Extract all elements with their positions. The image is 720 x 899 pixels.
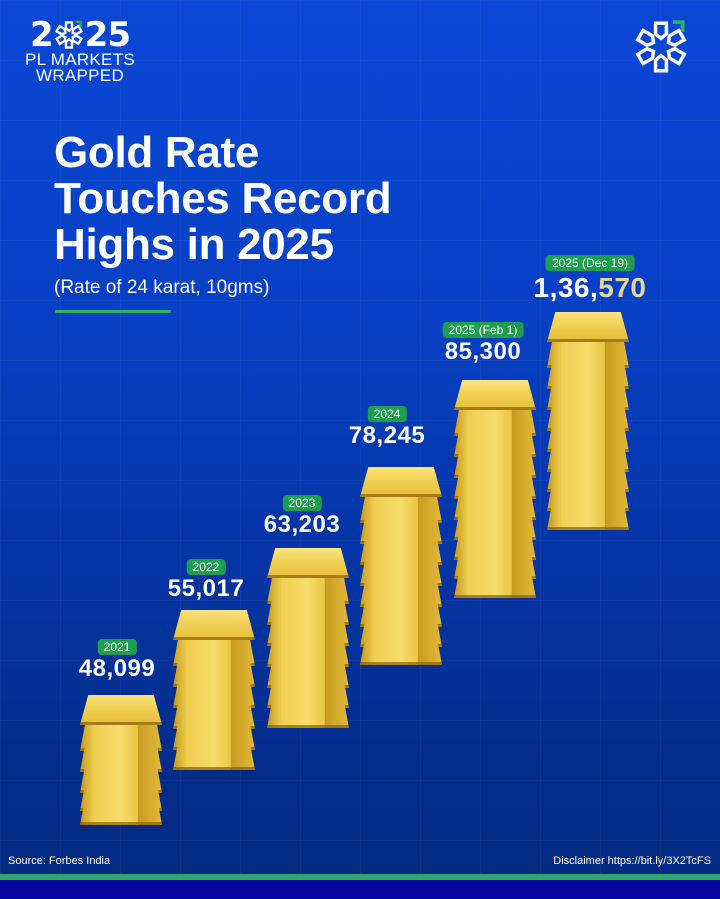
gold-rate-value: 78,245: [348, 422, 426, 449]
gold-stack-2024: [360, 467, 442, 665]
data-label-2025-dec: 2025 (Dec 19) 1,36,570: [534, 252, 647, 305]
source-note: Source: Forbes India: [8, 855, 111, 867]
page-title: Gold Rate Touches Record Highs in 2025: [54, 128, 392, 269]
gold-stack-2021: [80, 695, 162, 825]
data-label-2022: 2022 55,017: [168, 556, 244, 603]
year-badge: 2024: [367, 406, 407, 422]
footer-band: [0, 880, 720, 899]
title-line: Touches Record: [54, 174, 392, 223]
gold-stack-2025-dec: [547, 312, 629, 530]
gold-stack-2022: [173, 610, 255, 770]
pl-flower-logo-icon: [54, 20, 83, 49]
gold-rate-value: 55,017: [167, 575, 245, 602]
page-subtitle: (Rate of 24 karat, 10gms): [54, 277, 270, 298]
brand-block: 2 25 PL MARKETS WRAPPED: [23, 18, 137, 84]
footer-divider: [0, 874, 720, 880]
title-line: Highs in 2025: [54, 220, 334, 269]
gold-rate-value: 63,203: [263, 511, 341, 538]
year-badge: 2025 (Feb 1): [442, 322, 524, 338]
value-part-highlight: 570: [598, 272, 647, 303]
brand-line-2: WRAPPED: [35, 66, 125, 85]
year-badge: 2022: [186, 559, 226, 575]
data-label-2024: 2024 78,245: [349, 403, 425, 450]
title-underline: [55, 310, 171, 313]
brand-year: 2 25: [23, 18, 137, 52]
gold-rate-value: 1,36,570: [534, 271, 647, 305]
pl-flower-logo-icon: [634, 20, 688, 78]
data-label-2023: 2023 63,203: [264, 492, 340, 539]
value-part: 1,36,: [533, 272, 599, 303]
title-line: Gold Rate: [54, 128, 260, 177]
year-badge: 2021: [97, 639, 137, 655]
disclaimer-link[interactable]: Disclaimer https://bit.ly/3X2TcFS: [553, 855, 711, 867]
year-badge: 2025 (Dec 19): [545, 255, 635, 271]
gold-rate-value: 48,099: [78, 655, 156, 682]
gold-rate-value: 85,300: [444, 338, 522, 365]
data-label-2025-feb: 2025 (Feb 1) 85,300: [442, 319, 524, 366]
year-badge: 2023: [282, 495, 322, 511]
brand-line-1: PL MARKETS: [24, 50, 136, 69]
gold-stack-2025-feb: [454, 380, 536, 598]
gold-stack-2023: [267, 548, 349, 728]
brand-year-digits: 25: [84, 15, 131, 55]
data-label-2021: 2021 48,099: [79, 636, 155, 683]
brand-year-digit: 2: [30, 15, 54, 55]
